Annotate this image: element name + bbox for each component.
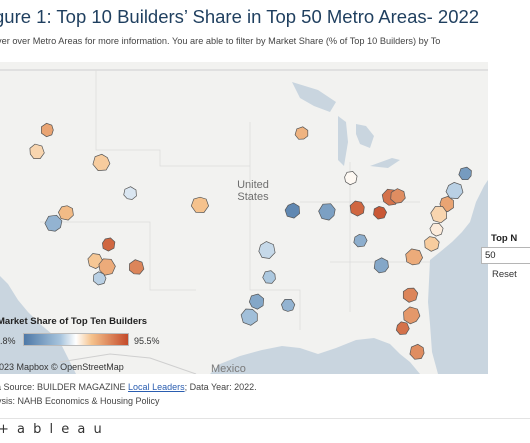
us-map[interactable]: United States Mexico: [0, 62, 488, 374]
metro-area-houston[interactable]: [281, 299, 296, 312]
metro-area-washington[interactable]: [430, 206, 448, 224]
metro-area-atlanta[interactable]: [373, 257, 389, 274]
metro-area-denver[interactable]: [190, 196, 209, 213]
top-n-filter[interactable]: Top N 50 Reset: [481, 233, 530, 293]
metro-area-pittsburgh[interactable]: [390, 188, 406, 204]
metro-area-portland[interactable]: [29, 143, 45, 159]
metro-area-phoenix[interactable]: [129, 259, 145, 275]
metro-area-boise[interactable]: [92, 153, 111, 171]
data-source: a Source: BUILDER MAGAZINE Local Leaders…: [0, 382, 257, 392]
metro-area-new-york[interactable]: [458, 166, 472, 181]
legend-min-value: 5.8%: [0, 336, 16, 346]
metro-area-san-francisco[interactable]: [44, 214, 63, 232]
reset-button[interactable]: Reset: [492, 269, 517, 280]
footer-divider: [0, 418, 530, 419]
top-n-label: Top N: [491, 233, 518, 244]
source-prefix: a Source: BUILDER MAGAZINE: [0, 382, 129, 392]
state-border: [249, 122, 301, 330]
metro-area-kansas-city[interactable]: [284, 202, 300, 219]
country-label: United States: [228, 179, 278, 203]
lake-huron: [356, 124, 374, 148]
mexico-border: [59, 353, 197, 374]
metro-area-charlotte[interactable]: [405, 248, 423, 266]
metro-area-oklahoma-city[interactable]: [258, 241, 276, 259]
metro-area-chicago[interactable]: [344, 171, 358, 186]
metro-area-jacksonville[interactable]: [402, 287, 419, 303]
legend-gradient: [23, 333, 129, 346]
dashboard-subtitle: ver over Metro Areas for more informatio…: [0, 36, 441, 46]
local-leaders-link[interactable]: Local Leaders: [128, 382, 185, 392]
gulf-of-mexico: [210, 338, 420, 374]
analysis-credit: ysis: NAHB Economics & Housing Policy: [0, 396, 160, 406]
metro-area-tampa[interactable]: [395, 321, 410, 335]
metro-area-miami[interactable]: [409, 343, 425, 360]
color-legend: Market Share of Top Ten Builders 5.8% 95…: [0, 316, 170, 362]
source-suffix: ; Data Year: 2022.: [184, 382, 257, 392]
metro-area-minneapolis[interactable]: [294, 126, 309, 140]
metro-area-sacramento[interactable]: [58, 205, 74, 221]
metro-area-san-antonio[interactable]: [240, 308, 258, 326]
metro-area-san-diego[interactable]: [92, 271, 107, 286]
metro-area-dallas[interactable]: [262, 270, 276, 284]
tableau-logo[interactable]: + a b l e a u: [0, 422, 104, 437]
country-label-line1: United: [237, 179, 269, 191]
metro-area-philadelphia[interactable]: [445, 182, 464, 199]
top-n-input[interactable]: 50: [481, 247, 530, 264]
mexico-label: Mexico: [211, 363, 246, 374]
metro-area-austin[interactable]: [248, 293, 265, 310]
pacific-ocean: [0, 276, 76, 374]
dashboard-title: gure 1: Top 10 Builders’ Share in Top 50…: [0, 6, 480, 27]
metro-area-las-vegas[interactable]: [102, 237, 116, 252]
lake-michigan: [338, 116, 348, 166]
metro-area-st-louis[interactable]: [318, 203, 336, 221]
metro-area-nashville[interactable]: [353, 234, 368, 248]
metro-area-seattle[interactable]: [41, 122, 54, 138]
state-border: [95, 70, 250, 167]
metro-area-indianapolis[interactable]: [349, 200, 365, 217]
map-canvas[interactable]: [0, 62, 488, 374]
lake-superior: [292, 82, 336, 112]
state-border: [40, 221, 196, 291]
metro-area-orlando[interactable]: [403, 306, 421, 325]
metro-area-riverside[interactable]: [98, 258, 116, 276]
metro-area-cincinnati[interactable]: [373, 206, 387, 220]
legend-title: Market Share of Top Ten Builders: [0, 316, 148, 327]
lake-erie: [370, 158, 400, 168]
metro-area-raleigh[interactable]: [424, 236, 440, 252]
atlantic-ocean: [428, 180, 488, 374]
metro-area-salt-lake-city[interactable]: [123, 186, 137, 200]
metro-areas-layer[interactable]: [29, 122, 472, 360]
legend-max-value: 95.5%: [134, 336, 160, 346]
metro-area-richmond[interactable]: [429, 223, 444, 237]
map-attribution[interactable]: 2023 Mapbox © OpenStreetMap: [0, 362, 124, 372]
country-label-line2: States: [237, 191, 269, 203]
